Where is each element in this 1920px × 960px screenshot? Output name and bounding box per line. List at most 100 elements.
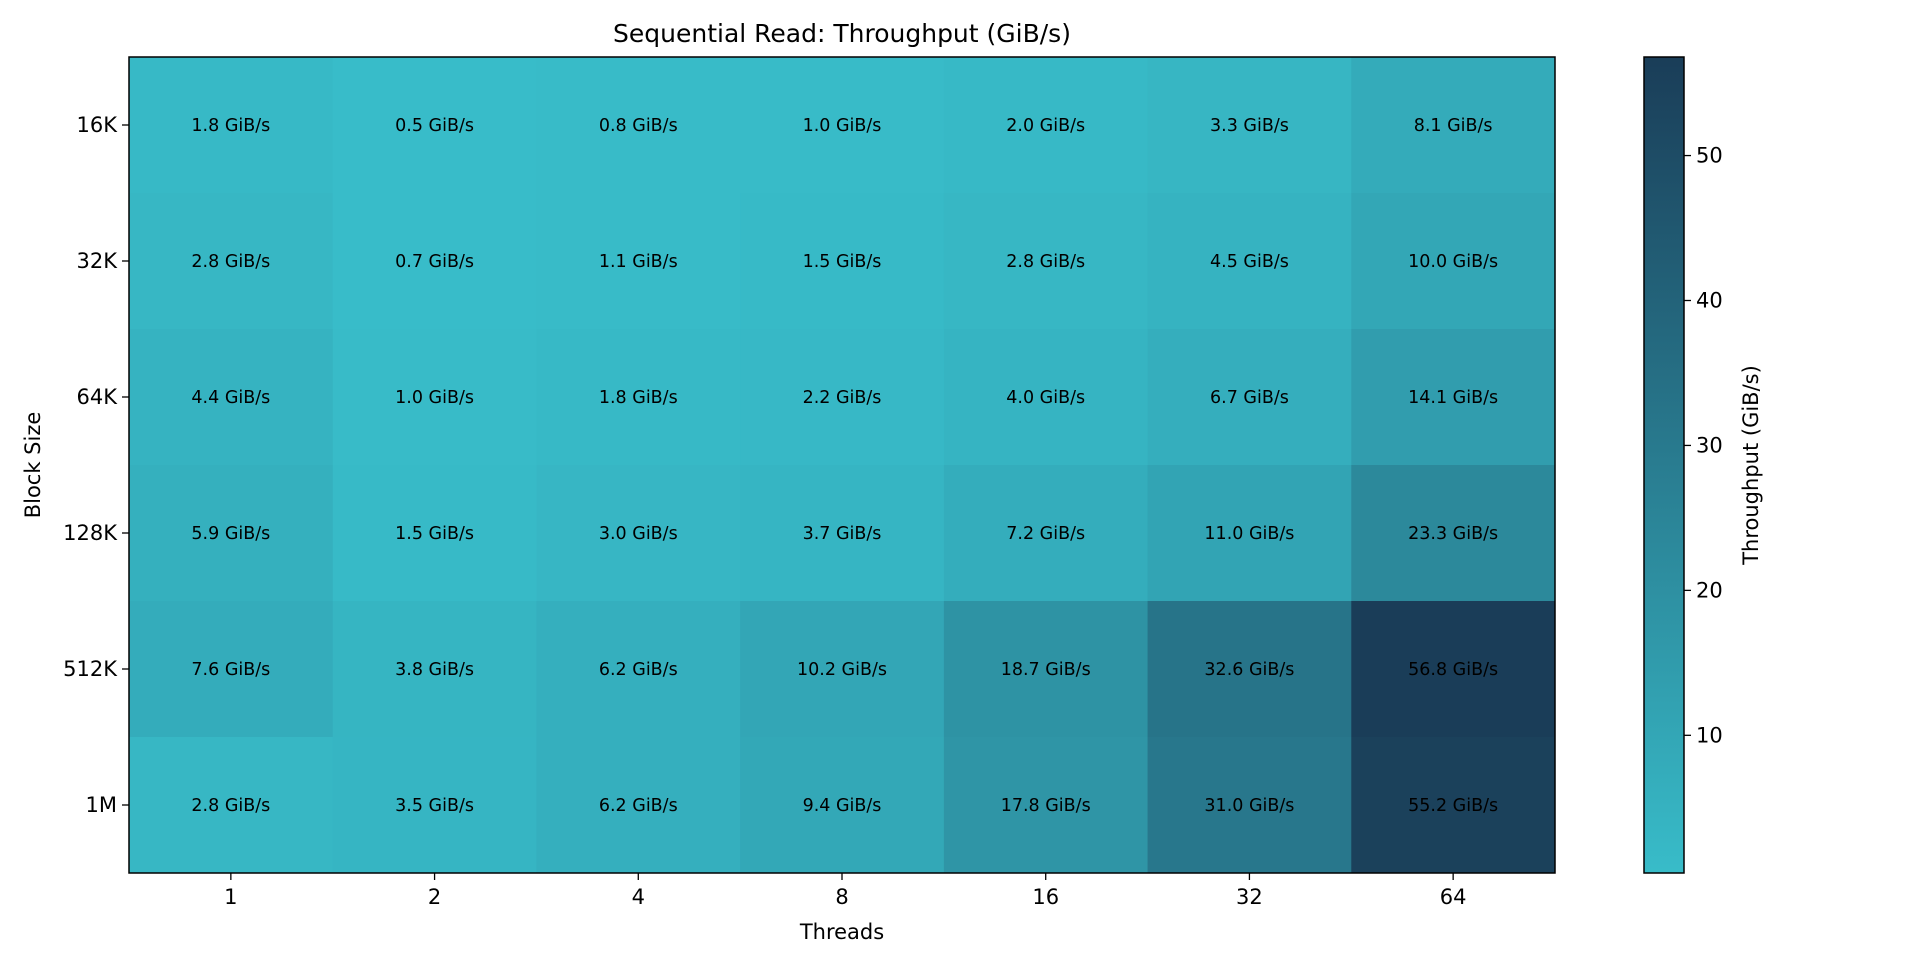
heatmap-cell-label: 2.2 GiB/s xyxy=(803,388,882,408)
heatmap-cell-label: 32.6 GiB/s xyxy=(1204,660,1294,680)
heatmap-cell xyxy=(1351,737,1556,874)
heatmap-cell-label: 6.2 GiB/s xyxy=(599,660,678,680)
heatmap-cell xyxy=(536,737,741,874)
y-tick-label: 512K xyxy=(63,657,118,681)
heatmap-cell-label: 8.1 GiB/s xyxy=(1414,116,1493,136)
heatmap-cell-label: 17.8 GiB/s xyxy=(1001,796,1091,816)
heatmap-cell xyxy=(1147,57,1352,194)
heatmap-cell-label: 0.5 GiB/s xyxy=(395,116,474,136)
x-tick-label: 32 xyxy=(1236,885,1263,909)
heatmap-cell xyxy=(536,57,741,194)
colorbar-tick-label: 40 xyxy=(1696,288,1723,312)
heatmap-cell xyxy=(943,601,1149,738)
colorbar-label: Throughput (GiB/s) xyxy=(1739,365,1763,566)
chart-title: Sequential Read: Throughput (GiB/s) xyxy=(613,19,1071,48)
heatmap-cell xyxy=(943,737,1149,874)
colorbar-tick-label: 10 xyxy=(1696,723,1723,747)
heatmap-cell-labels: 1.8 GiB/s 0.5 GiB/s 0.8 GiB/s 1.0 GiB/s 2.0 … xyxy=(191,116,1498,816)
heatmap-cell xyxy=(332,329,537,466)
heatmap-cell xyxy=(1147,193,1352,330)
colorbar-tick-label: 30 xyxy=(1696,433,1723,457)
heatmap-cell xyxy=(536,193,741,330)
heatmap-cell xyxy=(1147,329,1352,466)
heatmap-cell xyxy=(129,601,334,738)
x-tick-label: 4 xyxy=(632,885,645,909)
y-axis-ticks: 16K 32K 64K 128K 512K 1M xyxy=(63,113,129,817)
heatmap-cell xyxy=(740,193,945,330)
heatmap-cell xyxy=(536,329,741,466)
heatmap-cell-label: 2.8 GiB/s xyxy=(191,796,270,816)
heatmap-cell xyxy=(129,57,334,194)
heatmap-cell xyxy=(943,465,1149,602)
heatmap-cell-label: 7.2 GiB/s xyxy=(1006,524,1085,544)
heatmap-cell-label: 1.5 GiB/s xyxy=(395,524,474,544)
heatmap-cell-label: 4.4 GiB/s xyxy=(191,388,270,408)
heatmap-cell-label: 4.5 GiB/s xyxy=(1210,252,1289,272)
heatmap-cell-label: 1.0 GiB/s xyxy=(803,116,882,136)
heatmap-cell xyxy=(740,737,945,874)
colorbar xyxy=(1643,56,1685,874)
heatmap-cell xyxy=(740,601,945,738)
heatmap-cell-label: 7.6 GiB/s xyxy=(191,660,270,680)
heatmap-cell-label: 1.5 GiB/s xyxy=(803,252,882,272)
y-tick-label: 128K xyxy=(63,521,118,545)
heatmap-cell xyxy=(1147,601,1352,738)
x-tick-label: 2 xyxy=(428,885,441,909)
heatmap-cell xyxy=(332,193,537,330)
heatmap-cell-label: 11.0 GiB/s xyxy=(1204,524,1294,544)
x-tick-label: 1 xyxy=(224,885,237,909)
heatmap-cell-label: 9.4 GiB/s xyxy=(803,796,882,816)
heatmap-cell xyxy=(332,465,537,602)
heatmap-cell xyxy=(740,329,945,466)
heatmap-cell-label: 14.1 GiB/s xyxy=(1408,388,1498,408)
heatmap-cell-label: 56.8 GiB/s xyxy=(1408,660,1498,680)
y-tick-label: 1M xyxy=(86,793,117,817)
heatmap-cell xyxy=(332,737,537,874)
heatmap-cell xyxy=(1351,329,1556,466)
heatmap-cell xyxy=(1351,193,1556,330)
heatmap-cell-label: 3.5 GiB/s xyxy=(395,796,474,816)
heatmap-cell xyxy=(332,601,537,738)
y-tick-label: 32K xyxy=(77,249,119,273)
heatmap-cell-label: 3.8 GiB/s xyxy=(395,660,474,680)
heatmap-cell xyxy=(536,601,741,738)
heatmap-cell-label: 6.2 GiB/s xyxy=(599,796,678,816)
y-axis-label: Block Size xyxy=(21,412,45,519)
x-axis-ticks: 1 2 4 8 16 32 64 xyxy=(224,873,1467,909)
heatmap-cell xyxy=(536,465,741,602)
heatmap-cell xyxy=(943,57,1149,194)
y-tick-label: 16K xyxy=(77,113,119,137)
heatmap-cell xyxy=(1147,465,1352,602)
heatmap-cell xyxy=(943,329,1149,466)
heatmap-cell xyxy=(1351,465,1556,602)
heatmap-cell-label: 1.8 GiB/s xyxy=(599,388,678,408)
x-tick-label: 16 xyxy=(1032,885,1059,909)
heatmap-cell xyxy=(1351,57,1556,194)
heatmap-cell-label: 3.3 GiB/s xyxy=(1210,116,1289,136)
colorbar-tick-label: 20 xyxy=(1696,578,1723,602)
heatmap-cell-label: 2.0 GiB/s xyxy=(1006,116,1085,136)
y-tick-label: 64K xyxy=(77,385,119,409)
heatmap-cell-label: 5.9 GiB/s xyxy=(191,524,270,544)
heatmap-cell-label: 0.7 GiB/s xyxy=(395,252,474,272)
colorbar-tick-label: 50 xyxy=(1696,144,1723,168)
x-tick-label: 64 xyxy=(1440,885,1467,909)
heatmap-cell xyxy=(740,465,945,602)
heatmap-cell-label: 0.8 GiB/s xyxy=(599,116,678,136)
heatmap-cell-label: 31.0 GiB/s xyxy=(1204,796,1294,816)
heatmap-cell-label: 3.7 GiB/s xyxy=(803,524,882,544)
heatmap-cell xyxy=(1351,601,1556,738)
heatmap-cell-label: 6.7 GiB/s xyxy=(1210,388,1289,408)
heatmap-cell-label: 55.2 GiB/s xyxy=(1408,796,1498,816)
heatmap-cell-label: 1.1 GiB/s xyxy=(599,252,678,272)
heatmap-cell-label: 2.8 GiB/s xyxy=(1006,252,1085,272)
colorbar-ticks: 10 20 30 40 50 xyxy=(1684,144,1723,747)
heatmap-cell-label: 10.0 GiB/s xyxy=(1408,252,1498,272)
heatmap-cell xyxy=(129,465,334,602)
heatmap-cell xyxy=(129,329,334,466)
heatmap-cell-label: 1.8 GiB/s xyxy=(191,116,270,136)
heatmap-cell-label: 2.8 GiB/s xyxy=(191,252,270,272)
heatmap-cell xyxy=(740,57,945,194)
heatmap-cell xyxy=(129,737,334,874)
